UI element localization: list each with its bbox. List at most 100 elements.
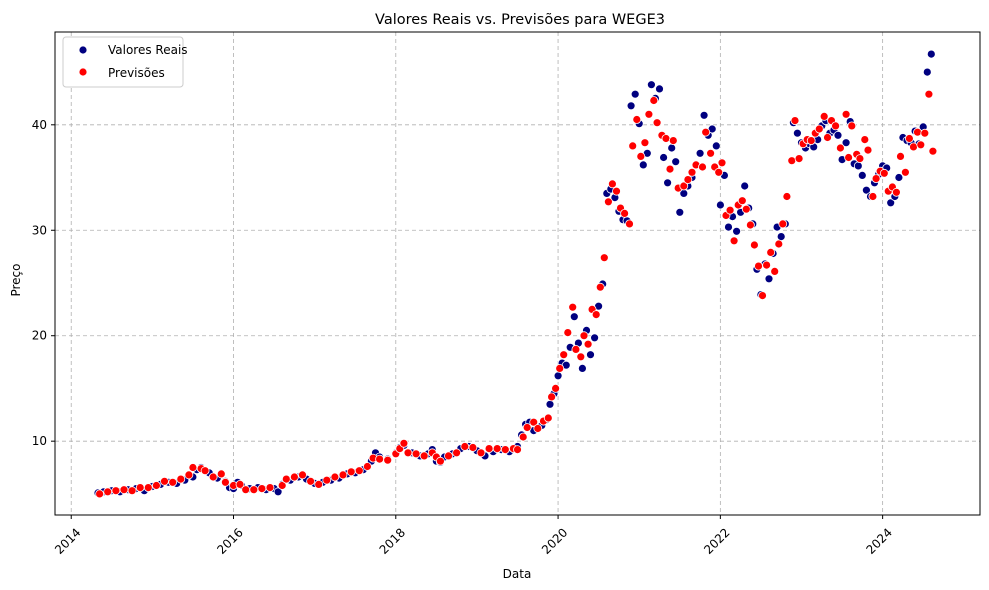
data-point — [338, 470, 348, 480]
data-point — [717, 158, 727, 168]
data-point — [586, 350, 595, 360]
data-point — [868, 192, 878, 201]
data-point — [547, 392, 556, 402]
data-point — [330, 472, 340, 482]
data-point — [160, 476, 169, 486]
data-point — [241, 485, 251, 495]
data-point — [725, 205, 735, 215]
data-point — [103, 487, 113, 497]
grid-lines — [55, 32, 980, 515]
data-point — [841, 109, 851, 119]
data-point — [857, 170, 867, 180]
data-point — [632, 115, 642, 124]
data-point — [135, 483, 145, 493]
series-1 — [95, 89, 938, 499]
data-point — [127, 486, 137, 496]
data-point — [699, 110, 709, 120]
data-point — [860, 135, 870, 145]
data-point — [306, 476, 316, 486]
data-point — [758, 291, 767, 301]
data-point — [652, 118, 662, 128]
data-point — [500, 445, 510, 455]
data-point — [663, 178, 672, 188]
data-point — [249, 485, 259, 495]
data-point — [665, 164, 675, 174]
data-point — [435, 456, 445, 466]
data-point — [608, 179, 617, 189]
data-point — [724, 222, 733, 232]
data-point — [922, 67, 932, 77]
data-point — [896, 151, 905, 161]
data-point — [591, 310, 601, 320]
data-point — [151, 481, 161, 490]
data-point — [754, 261, 763, 271]
data-point — [628, 141, 638, 151]
axes-frame — [54, 31, 981, 516]
data-point — [354, 466, 364, 476]
data-point — [119, 485, 129, 495]
data-point — [862, 185, 871, 195]
data-point — [579, 331, 589, 341]
data-point — [362, 462, 372, 471]
data-point — [794, 154, 804, 164]
y-axis-ticks: 10 20 30 40 — [32, 118, 55, 448]
data-point — [583, 339, 593, 349]
plot-area — [54, 31, 981, 516]
data-point — [655, 84, 664, 94]
data-point — [403, 448, 413, 458]
data-point — [460, 442, 470, 451]
data-point — [314, 479, 324, 489]
data-point — [518, 432, 528, 442]
y-axis-title: Preço — [9, 263, 23, 296]
data-point — [553, 371, 563, 381]
data-point — [559, 350, 569, 360]
data-point — [782, 192, 792, 201]
data-point — [687, 167, 697, 177]
data-point — [711, 141, 721, 151]
data-point — [671, 157, 681, 167]
data-point — [257, 484, 267, 494]
data-point — [926, 49, 936, 59]
data-point — [892, 187, 901, 197]
data-point — [235, 479, 245, 489]
data-point — [216, 469, 226, 479]
data-point — [661, 134, 671, 143]
data-point — [905, 134, 914, 143]
data-point — [322, 475, 332, 485]
data-point — [568, 302, 578, 312]
legend-label-valores-reais: Valores Reais — [108, 43, 188, 57]
data-point — [924, 89, 934, 99]
data-point — [778, 219, 788, 229]
data-point — [853, 161, 863, 171]
data-point — [277, 481, 287, 490]
data-point — [590, 333, 599, 343]
y-tick-label: 20 — [32, 329, 47, 343]
data-point — [95, 489, 104, 499]
data-point — [737, 196, 747, 206]
y-tick-label: 30 — [32, 223, 47, 237]
data-point — [855, 154, 865, 164]
chart-title: Valores Reais vs. Previsões para WEGE3 — [375, 12, 665, 28]
data-point — [831, 121, 840, 131]
data-point — [176, 474, 186, 484]
data-point — [638, 160, 648, 170]
data-point — [836, 143, 845, 153]
data-point — [208, 472, 218, 482]
legend-label-previsoes: Previsões — [108, 66, 165, 80]
data-point — [630, 89, 640, 99]
data-point — [823, 133, 832, 142]
data-point — [555, 363, 565, 373]
data-point — [695, 148, 705, 158]
data-point — [578, 363, 587, 373]
data-point — [640, 138, 650, 148]
data-point — [847, 121, 857, 131]
legend-box — [62, 36, 184, 88]
data-point — [787, 156, 797, 166]
data-point — [576, 352, 586, 362]
legend-marker-valores-reais — [78, 45, 88, 55]
data-point — [522, 423, 532, 432]
data-point — [200, 466, 210, 476]
data-point — [916, 140, 926, 150]
data-point — [668, 136, 678, 146]
